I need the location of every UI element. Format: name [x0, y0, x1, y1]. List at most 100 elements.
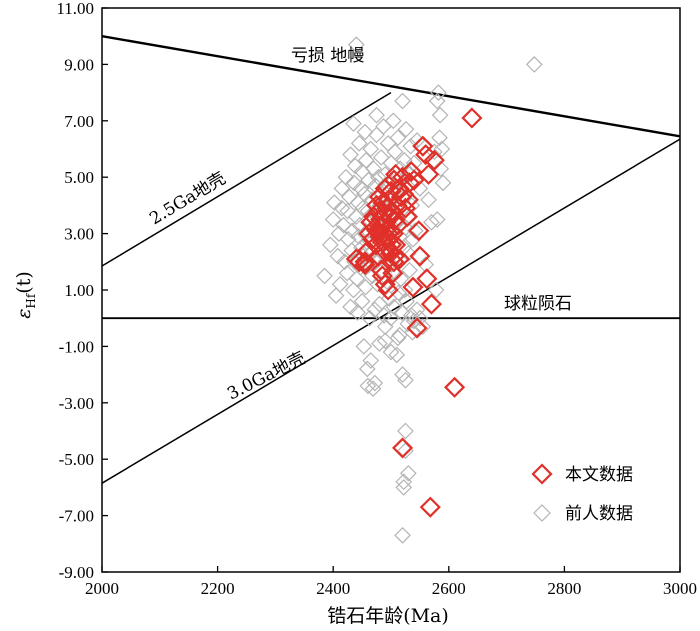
x-tick-label: 2600 [432, 579, 466, 598]
data-point-previous [433, 140, 451, 158]
data-point-previous [371, 335, 388, 352]
data-point-previous [366, 374, 384, 392]
x-axis-title: 锆石年龄(Ma) [327, 605, 449, 627]
data-point-previous [346, 157, 364, 175]
legend-marker-previous-data [533, 504, 551, 522]
legend: 本文数据 前人数据 [531, 463, 633, 524]
y-tick-label: 11.00 [56, 0, 94, 18]
data-point-previous [396, 281, 414, 299]
data-point-previous [362, 140, 380, 158]
data-point-previous [316, 267, 333, 285]
data-point-previous [382, 309, 400, 327]
data-point-this-study [389, 248, 411, 270]
data-point-this-study [409, 245, 431, 267]
y-axis-title-tail: (t) [13, 271, 35, 293]
data-point-previous [395, 473, 413, 491]
data-point-previous [331, 276, 349, 293]
data-point-this-study [396, 206, 418, 228]
data-point-previous [337, 168, 355, 186]
legend-label-previous-data: 前人数据 [565, 504, 633, 524]
y-axis-title-subscript: Hf [24, 292, 38, 308]
data-point-this-study [423, 149, 445, 171]
data-point-previous [361, 309, 378, 327]
x-tick-label: 2000 [85, 579, 119, 598]
data-point-this-study [444, 376, 466, 398]
data-point-previous [385, 298, 403, 316]
legend-label-this-study: 本文数据 [565, 465, 633, 485]
data-point-previous [324, 211, 342, 228]
data-point-previous [365, 160, 383, 178]
data-point-this-study [383, 251, 405, 273]
data-point-previous [404, 323, 421, 341]
data-point-previous [366, 301, 384, 319]
data-point-previous [327, 287, 345, 304]
data-point-previous [394, 526, 411, 544]
data-point-this-study [354, 254, 376, 276]
label-chondrite: 球粒陨石 [504, 294, 572, 314]
data-point-this-study [354, 251, 376, 273]
data-point-previous [411, 309, 429, 327]
data-point-previous [347, 36, 365, 54]
y-axis-title-epsilon: ε [13, 309, 35, 319]
ref-line-depleted-mantle [102, 35, 680, 138]
y-tick-label: -1.00 [59, 337, 94, 356]
data-point-previous [335, 216, 352, 234]
data-point-previous [397, 120, 415, 138]
data-point-this-study [385, 234, 407, 256]
data-point-previous [399, 464, 417, 482]
y-tick-label: -3.00 [59, 394, 94, 413]
data-point-previous [357, 151, 375, 169]
data-point-previous [389, 329, 407, 347]
y-tick-label: 1.00 [64, 281, 94, 300]
x-tick-label: 2200 [201, 579, 235, 598]
data-point-previous [329, 247, 347, 265]
legend-marker-this-study [531, 463, 553, 485]
data-point-previous [352, 180, 370, 197]
series-this-study [345, 107, 483, 518]
ref-line-crust-2.5ga [102, 91, 392, 267]
data-point-this-study [416, 268, 438, 290]
data-point-previous [397, 422, 414, 440]
data-point-previous [393, 304, 411, 321]
data-point-previous [395, 151, 413, 169]
data-point-this-study [403, 169, 425, 191]
data-point-this-study [419, 496, 441, 518]
data-point-this-study [461, 107, 483, 129]
data-point-previous [408, 301, 426, 319]
data-point-previous [427, 281, 445, 299]
data-point-this-study [382, 223, 404, 245]
plot-area [101, 7, 681, 573]
data-point-previous [431, 129, 448, 147]
data-point-this-study [392, 437, 414, 459]
data-point-previous [326, 194, 343, 211]
y-tick-label: -7.00 [59, 507, 94, 526]
data-point-previous [394, 366, 411, 383]
plot-frame [101, 7, 681, 573]
data-point-previous [434, 174, 452, 192]
data-point-previous [423, 213, 440, 231]
y-axis-title: εHf(t) [13, 271, 38, 319]
data-point-previous [406, 222, 424, 240]
data-point-previous [321, 236, 339, 254]
data-point-this-study [420, 293, 443, 315]
data-point-previous [397, 371, 414, 389]
data-point-previous [330, 225, 348, 242]
data-point-this-study [400, 161, 422, 183]
data-point-this-study [415, 144, 437, 166]
data-point-previous [405, 312, 423, 330]
data-point-previous [342, 146, 359, 163]
y-tick-label: 7.00 [64, 112, 94, 131]
data-point-previous [382, 343, 400, 361]
x-tick-label: 2400 [316, 579, 350, 598]
data-point-previous [333, 199, 351, 217]
data-point-this-study [371, 265, 393, 287]
data-point-this-study [368, 223, 390, 245]
data-point-previous [364, 380, 382, 398]
y-tick-label: -5.00 [59, 450, 94, 469]
data-point-previous [338, 264, 356, 282]
data-point-previous [342, 298, 359, 316]
data-point-previous [388, 346, 406, 364]
data-point-previous [341, 188, 358, 206]
data-point-previous [414, 318, 432, 336]
data-point-previous [345, 115, 362, 132]
